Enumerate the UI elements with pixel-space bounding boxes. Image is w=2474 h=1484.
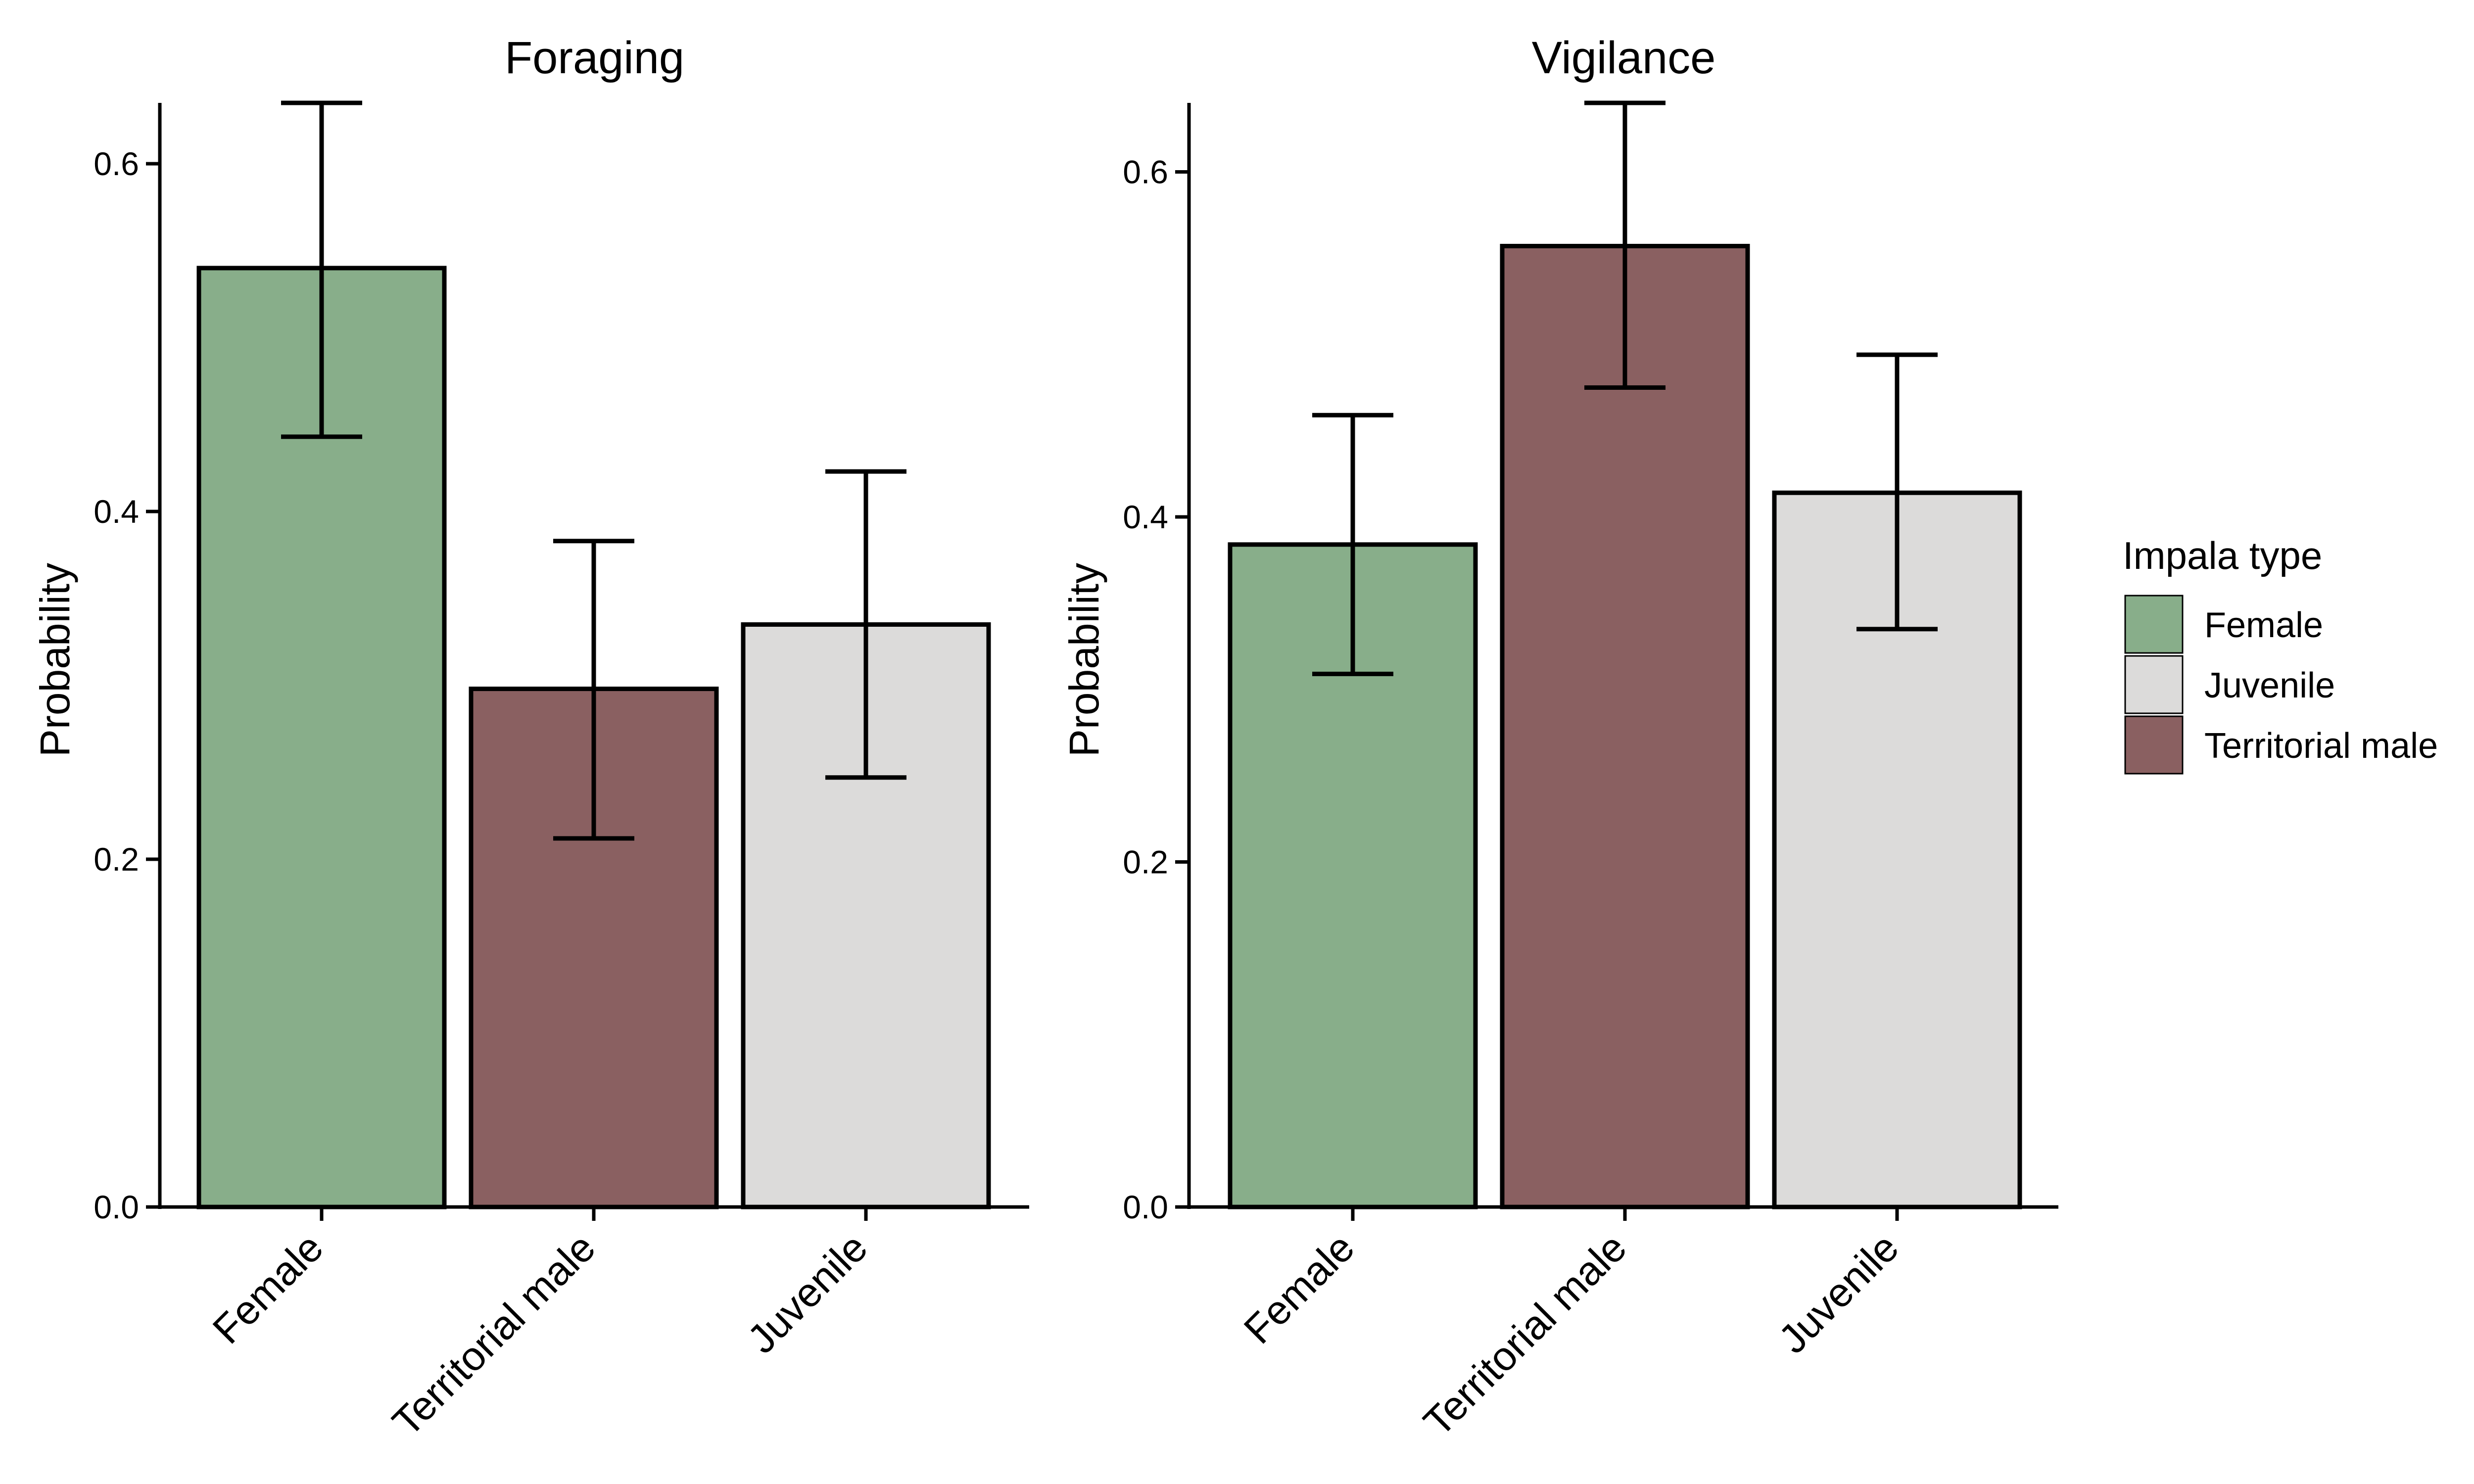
vigilance-panel: Vigilance Female Territorial male Juvenile 0…: [1061, 33, 2058, 1445]
y-tick-label: 0.6: [94, 145, 139, 182]
bar-territorial-male: [1500, 243, 1750, 1209]
y-tick-label: 0.6: [1123, 154, 1168, 190]
foraging-panel: Foraging Female Territorial male Juvenile 0.…: [32, 33, 1029, 1445]
legend-swatch-juvenile: [2124, 655, 2184, 714]
y-tick-label: 0.2: [94, 841, 139, 878]
x-tick-label-territorial-male: Territorial male: [1415, 1225, 1635, 1445]
x-tick-label-female: Female: [204, 1225, 332, 1352]
x-tick-label-juvenile: Juvenile: [739, 1225, 876, 1362]
y-axis-title: Probability: [1061, 563, 1107, 757]
legend-swatch-territorial-male: [2124, 715, 2184, 775]
x-tick-label-female: Female: [1236, 1225, 1363, 1352]
x-tick-label-territorial-male: Territorial male: [384, 1225, 604, 1445]
legend-title: Impala type: [2123, 534, 2322, 577]
y-tick-label: 0.0: [94, 1189, 139, 1225]
y-tick-label: 0.2: [1123, 844, 1168, 881]
error-bar-territorial-male: [553, 539, 634, 841]
error-bar-territorial-male: [1584, 100, 1665, 390]
legend-label-juvenile: Juvenile: [2204, 666, 2335, 705]
error-bar-juvenile: [1856, 352, 1938, 632]
y-tick-label: 0.4: [1123, 499, 1168, 535]
y-tick-label: 0.4: [94, 493, 139, 530]
legend: Impala type Female Juvenile Territorial mal…: [2123, 534, 2438, 775]
legend-swatch-female: [2124, 595, 2184, 654]
error-bar-female: [1312, 413, 1393, 676]
legend-label-female: Female: [2204, 605, 2323, 645]
panel-title: Vigilance: [1532, 33, 1716, 83]
panel-title: Foraging: [505, 33, 684, 83]
error-bar-juvenile: [825, 469, 906, 780]
x-tick-label-juvenile: Juvenile: [1770, 1225, 1907, 1362]
y-axis-title: Probability: [32, 563, 78, 757]
y-tick-label: 0.0: [1123, 1189, 1168, 1225]
error-bar-female: [281, 100, 362, 439]
legend-label-territorial-male: Territorial male: [2204, 726, 2438, 766]
